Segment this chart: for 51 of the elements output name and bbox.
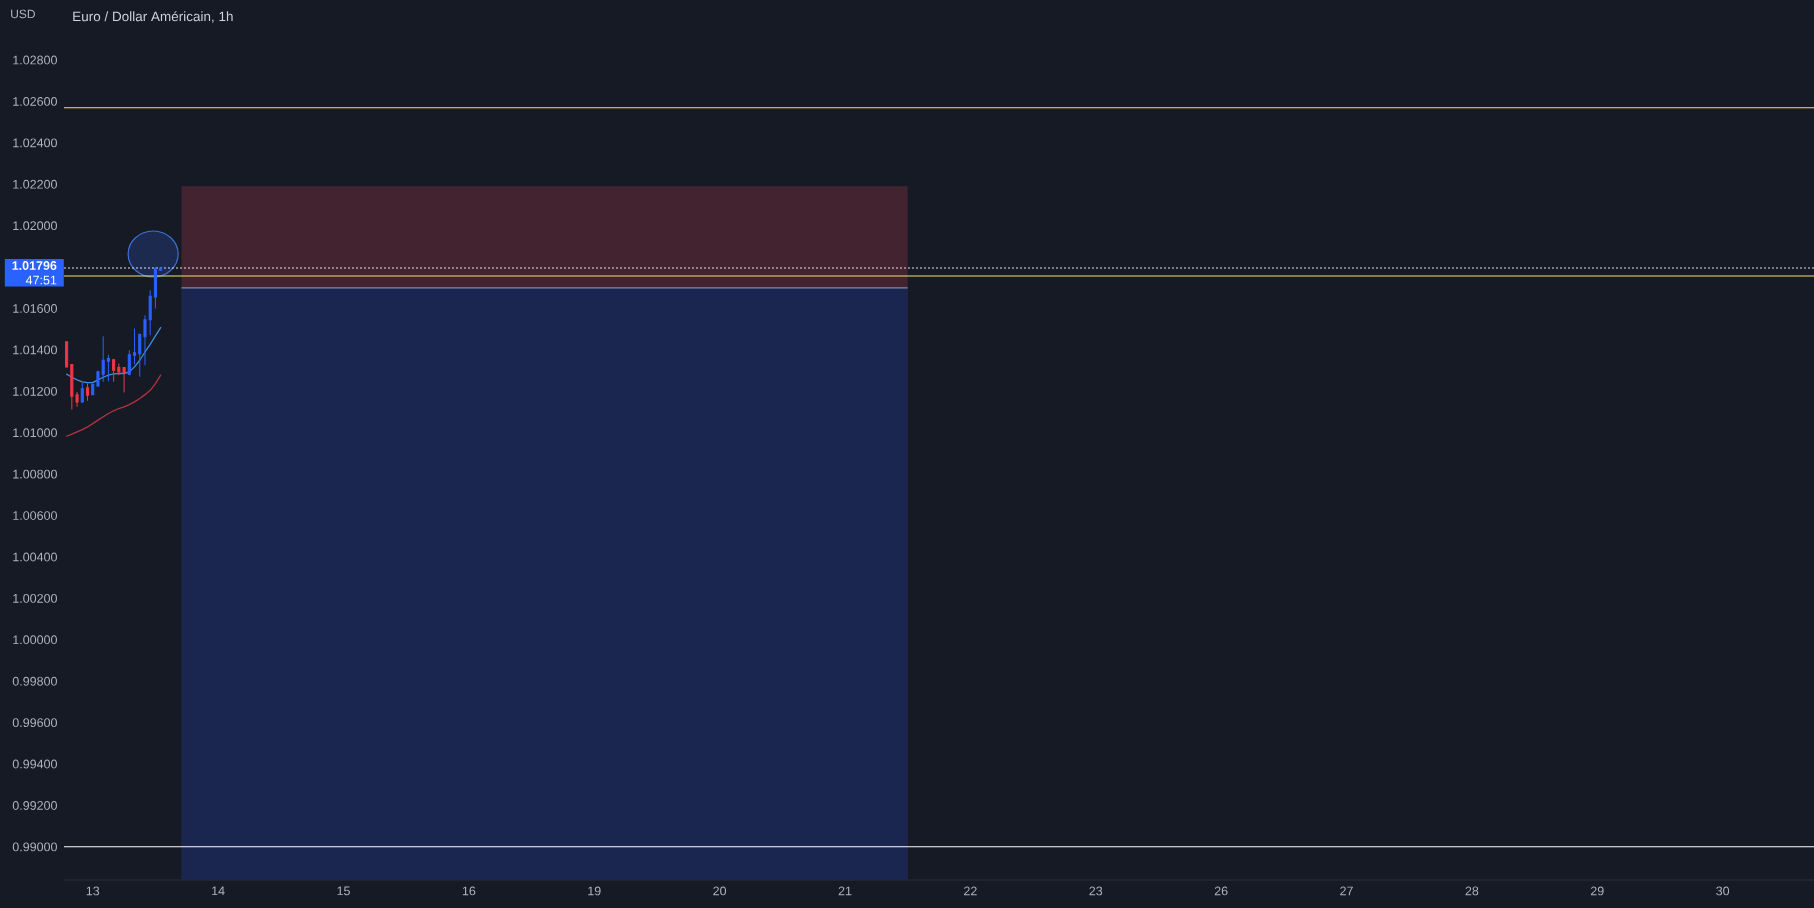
- x-tick-label: 13: [86, 886, 100, 896]
- x-tick-label: 30: [1716, 886, 1730, 896]
- candlestick: [112, 358, 116, 383]
- x-tick-label: 23: [1089, 886, 1103, 896]
- y-tick-label: 0.99600: [12, 718, 57, 728]
- y-tick-label: 1.00600: [13, 511, 57, 520]
- candlestick: [132, 328, 137, 365]
- x-tick-label: 28: [1465, 886, 1479, 896]
- text: Euro / Dollar Américain, 1h: [73, 11, 233, 23]
- x-tick-label: 22: [964, 886, 977, 896]
- y-tick-label: 1.02200: [13, 179, 57, 189]
- candlestick: [80, 382, 84, 404]
- candlestick: [159, 267, 163, 271]
- x-tick-label: 29: [1590, 886, 1604, 896]
- y-tick-label: 0.99000: [12, 842, 57, 852]
- x-tick-label: 19: [588, 886, 601, 896]
- y-tick-label: 1.01200: [13, 386, 57, 396]
- x-tick-label: 26: [1214, 886, 1228, 896]
- candlestick: [65, 340, 69, 369]
- candlestick: [91, 382, 95, 396]
- candlestick: [143, 314, 147, 366]
- candlestick: [153, 266, 157, 309]
- candlestick: [148, 289, 152, 336]
- y-tick-label: 1.02600: [13, 97, 57, 106]
- x-tick-label: 16: [462, 886, 476, 896]
- y-tick-label: 1.02000: [13, 221, 57, 231]
- y-tick-label: 1.00400: [13, 552, 57, 562]
- y-tick-label: 1.02800: [13, 55, 57, 65]
- y-tick-label: 1.01600: [13, 304, 57, 313]
- y-axis-title: USD: [11, 9, 35, 19]
- y-tick-label: 1.00800: [13, 469, 57, 479]
- candlestick: [106, 354, 110, 382]
- y-tick-label: 0.99400: [12, 759, 57, 769]
- x-tick-label: 27: [1340, 886, 1353, 896]
- line-series: [65, 326, 162, 384]
- x-tick-label: 14: [212, 886, 225, 896]
- x-tick-label: 20: [713, 886, 727, 896]
- y-tick-label: 0.99200: [12, 801, 57, 810]
- candlestick: [127, 349, 131, 376]
- y-tick-label: 1.01400: [13, 345, 57, 355]
- y-tick-label: 1.02400: [13, 138, 57, 148]
- y-tick-label: 0.99800: [12, 676, 57, 686]
- y-tick-label: 1.00200: [13, 593, 57, 603]
- candlestick: [85, 382, 90, 402]
- x-tick-label: 21: [838, 886, 852, 896]
- candlestick: [138, 333, 142, 378]
- text: 47:51: [25, 275, 57, 285]
- ref-line-label: 1.01796: [12, 261, 57, 270]
- x-tick-label: 15: [337, 886, 350, 896]
- y-tick-label: 1.00000: [13, 635, 57, 645]
- y-tick-label: 1.01000: [13, 428, 57, 438]
